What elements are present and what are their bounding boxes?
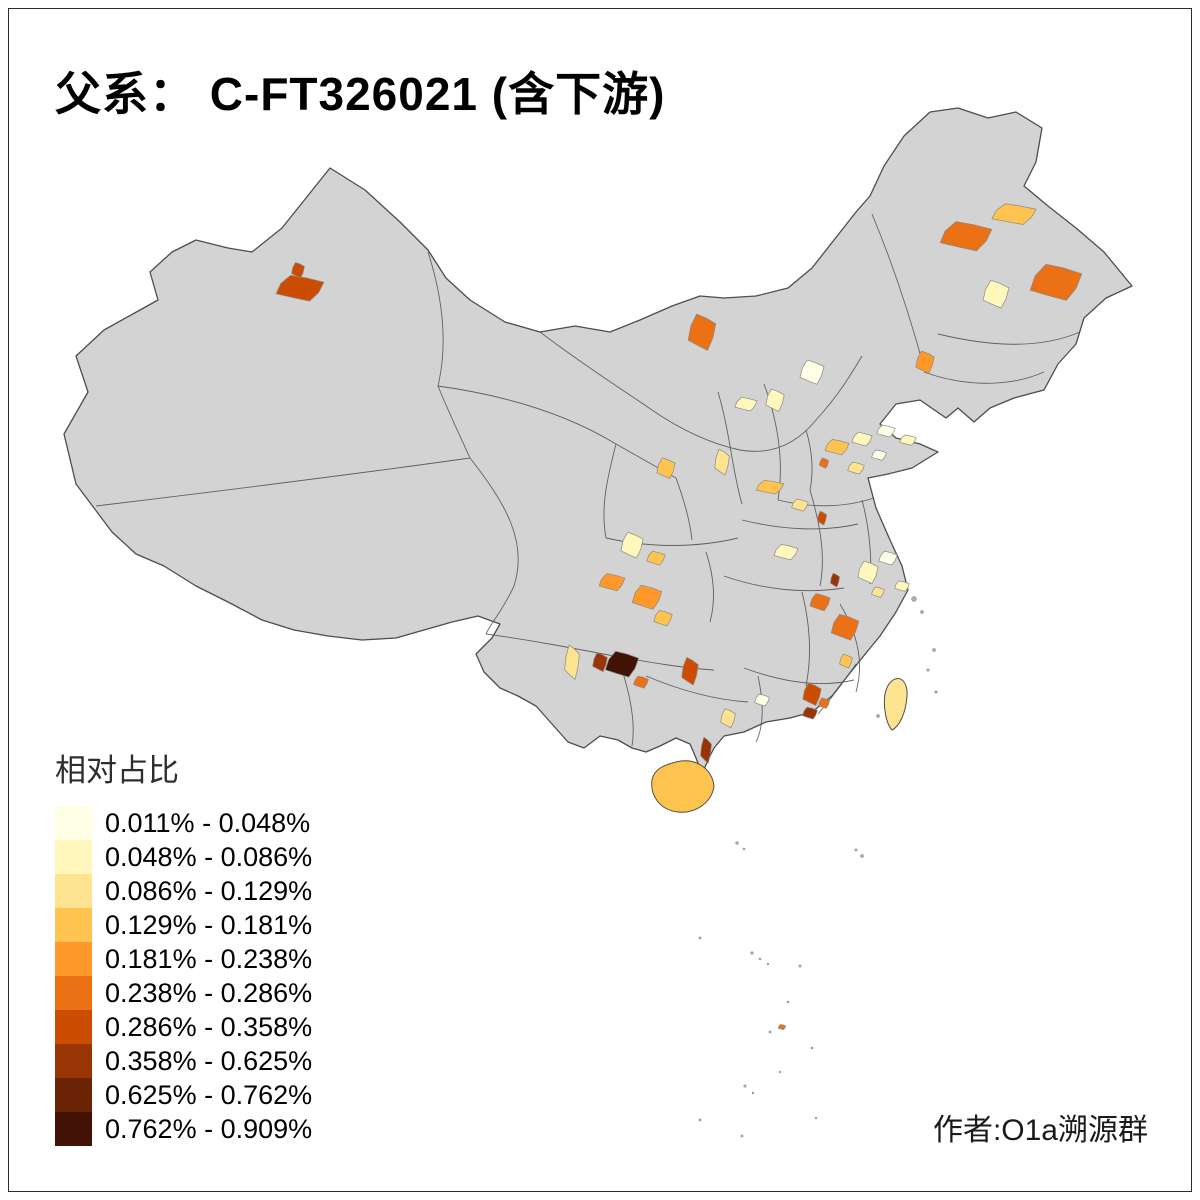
legend-label: 0.358% - 0.625%: [105, 1046, 313, 1076]
region-shanxi-taiyuan: [765, 388, 785, 412]
region-shandong-dongying: [876, 424, 896, 438]
legend-label: 0.238% - 0.286%: [105, 978, 313, 1008]
region-hainan: [651, 760, 715, 813]
region-guangdong-shanwei: [802, 706, 818, 720]
region-nanhai-dongsha: [777, 1024, 787, 1030]
province-borders: [95, 213, 1081, 747]
region-jiangxi-jian: [830, 613, 860, 641]
region-sichuan-liangshan: [604, 650, 640, 678]
region-jiangxi-nanchang: [809, 593, 831, 612]
region-anhui-hefei: [857, 560, 879, 584]
region-jiangsu-suzhou: [894, 580, 910, 592]
legend-swatch: [55, 942, 92, 976]
legend-swatch: [55, 840, 92, 874]
legend-row: 0.625% - 0.762%: [55, 1078, 312, 1112]
legend-swatch: [55, 1078, 92, 1112]
legend-row: 0.181% - 0.238%: [55, 942, 312, 976]
legend-swatch: [55, 908, 92, 942]
region-jiangxi-jingdezhen: [830, 572, 840, 588]
region-henan-zhengzhou: [791, 498, 809, 512]
region-guangdong-heyuan: [802, 682, 822, 706]
legend-label: 0.048% - 0.086%: [105, 842, 313, 872]
legend-label: 0.625% - 0.762%: [105, 1080, 313, 1110]
legend-swatch: [55, 1112, 92, 1146]
region-sichuan-chengdu: [631, 584, 663, 610]
region-xinjiang-changji: [275, 274, 325, 302]
islands: [698, 596, 938, 1138]
legend-swatch: [55, 1010, 92, 1044]
region-shandong-yantai: [899, 434, 917, 446]
region-henan-sanmenxia: [755, 479, 785, 495]
region-guangdong-chaozhou: [818, 697, 830, 709]
region-xinjiang-changji-spur: [291, 261, 305, 279]
region-guizhou-bijie: [633, 675, 649, 689]
region-heilongjiang-suihua: [982, 279, 1010, 309]
region-neimenggu-baotou: [687, 313, 717, 351]
legend-swatch: [55, 976, 92, 1010]
region-sichuan-aba: [620, 531, 644, 559]
region-heilongjiang-heihe: [991, 203, 1037, 225]
legend-row: 0.129% - 0.181%: [55, 908, 312, 942]
region-liaoning-panjin: [915, 350, 935, 374]
region-sichuan-panzhihua: [592, 652, 608, 673]
legend-swatch: [55, 1044, 92, 1078]
region-shanxi-xinzhou: [734, 396, 758, 412]
legend-label: 0.762% - 0.909%: [105, 1114, 313, 1144]
region-shandong-liaocheng: [824, 439, 850, 456]
author-credit: 作者:O1a溯源群: [932, 1114, 1148, 1147]
region-heilongjiang-qiqihar: [939, 221, 993, 252]
region-heilongjiang-harbin: [1029, 263, 1083, 301]
legend-label: 0.086% - 0.129%: [105, 876, 313, 906]
map-regions: [275, 203, 1083, 1030]
region-shandong-jining: [818, 457, 830, 469]
region-beijing: [799, 359, 825, 385]
legend-row: 0.238% - 0.286%: [55, 976, 312, 1010]
region-sichuan-leshan: [653, 610, 673, 627]
legend-rows: 0.011% - 0.048% 0.048% - 0.086% 0.086% - 0…: [55, 806, 312, 1146]
legend-row: 0.048% - 0.086%: [55, 840, 312, 874]
region-sichuan-mianyang: [646, 550, 666, 566]
region-fujian-sanming: [839, 653, 853, 669]
country-outline: [63, 107, 1133, 813]
legend-label: 0.129% - 0.181%: [105, 910, 313, 940]
legend-row: 0.358% - 0.625%: [55, 1044, 312, 1078]
region-taiwan: [883, 678, 908, 731]
region-guangxi-hechi: [720, 708, 736, 729]
legend-title: 相对占比: [55, 753, 179, 788]
region-shaanxi-yanan: [714, 448, 730, 476]
legend-row: 0.286% - 0.358%: [55, 1010, 312, 1044]
region-guangdong-zhanjiang: [700, 736, 712, 764]
region-guizhou-zunyi: [681, 656, 699, 686]
legend-label: 0.181% - 0.238%: [105, 944, 313, 974]
region-shandong-qingdao: [871, 449, 887, 461]
region-hunan-yongzhou: [754, 693, 770, 707]
region-shandong-linyi: [847, 461, 865, 475]
legend-row: 0.011% - 0.048%: [55, 806, 312, 840]
region-yunnan-diqing: [564, 644, 580, 681]
legend-label: 0.011% - 0.048%: [105, 808, 311, 838]
region-shandong-jinan: [851, 431, 873, 447]
legend: 相对占比 0.011% - 0.048% 0.048% - 0.086% 0.086…: [55, 745, 312, 1146]
region-ningxia-wuzhong: [656, 457, 676, 479]
page-title: 父系： C-FT326021 (含下游): [55, 68, 666, 120]
legend-row: 0.762% - 0.909%: [55, 1112, 312, 1146]
region-hubei-xiangyang: [773, 544, 799, 561]
region-henan-luohe: [817, 510, 827, 526]
legend-swatch: [55, 806, 92, 840]
legend-swatch: [55, 874, 92, 908]
region-jiangsu-yancheng: [878, 550, 898, 566]
legend-label: 0.286% - 0.358%: [105, 1012, 313, 1042]
legend-row: 0.086% - 0.129%: [55, 874, 312, 908]
region-anhui-wuhu: [871, 586, 885, 598]
region-sichuan-garze-east: [598, 573, 626, 592]
